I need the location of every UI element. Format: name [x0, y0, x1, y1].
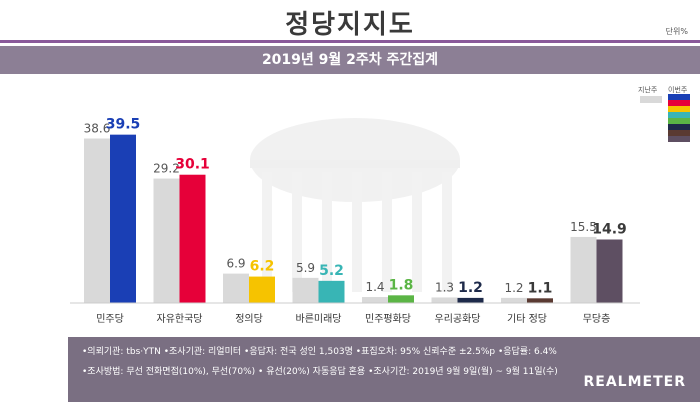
data-label-prev: 38.6 [84, 121, 111, 135]
data-label-prev: 6.9 [226, 257, 245, 271]
category-label: 우리공화당 [435, 313, 481, 325]
legend-prev-label: 지난주 [638, 86, 658, 94]
legend-cur-swatch [668, 118, 690, 124]
data-label-cur: 30.1 [175, 157, 210, 173]
bar-prev [292, 277, 319, 303]
data-label-prev: 5.9 [296, 261, 315, 275]
legend-prev-swatch [640, 96, 662, 103]
legend-cur-swatch [668, 124, 690, 130]
survey-notes-line-2: •조사방법: 무선 전화면접(10%), 무선(70%) • 유선(20%) 자… [82, 367, 558, 377]
bar-prev [153, 178, 180, 303]
bar-prev [570, 236, 597, 303]
bar-cur [457, 297, 484, 303]
category-label: 무당층 [583, 313, 611, 325]
survey-notes-line-1: •의뢰기관: tbs·YTN •조사기관: 리얼미터 •응답자: 전국 성인 1… [82, 347, 557, 357]
category-label: 민주당 [96, 313, 124, 325]
data-label-prev: 15.5 [570, 220, 597, 234]
category-label: 민주평화당 [365, 313, 411, 325]
data-label-cur: 1.1 [528, 280, 553, 296]
data-label-prev: 1.4 [365, 280, 384, 294]
bar-cur [110, 134, 136, 303]
bar-cur [179, 174, 206, 303]
legend-cur-swatch [668, 94, 690, 100]
legend-cur-swatch [668, 136, 690, 142]
bar-cur [596, 239, 623, 303]
brand-logo: REALMETER [583, 374, 686, 390]
period-subtitle: 2019년 9월 2주차 주간집계 [0, 46, 700, 74]
bar-prev [223, 273, 249, 303]
bar-cur [249, 276, 275, 303]
legend-cur-swatch [668, 100, 690, 106]
category-label: 자유한국당 [157, 313, 203, 325]
bar-cur [388, 295, 414, 303]
category-label: 바른미래당 [296, 313, 342, 325]
category-label: 기타 정당 [507, 313, 547, 325]
bar-prev [362, 297, 388, 303]
data-label-prev: 1.2 [504, 281, 523, 295]
bar-prev [431, 297, 458, 303]
bar-prev [501, 297, 527, 303]
category-label: 정의당 [235, 313, 263, 325]
data-label-prev: 1.3 [435, 280, 454, 294]
data-label-cur: 39.5 [106, 117, 141, 133]
title-divider [0, 40, 700, 43]
page-title: 정당지지도 [285, 10, 415, 40]
legend-cur-swatch [668, 106, 690, 112]
data-label-prev: 29.2 [153, 162, 180, 176]
legend-cur-swatch [668, 130, 690, 136]
data-label-cur: 1.2 [458, 280, 483, 296]
legend-cur-label: 이번주 [668, 86, 688, 94]
data-label-cur: 6.2 [250, 259, 275, 275]
data-label-cur: 5.2 [319, 263, 344, 279]
bar-prev [84, 138, 110, 303]
bar-cur [318, 280, 345, 303]
unit-label: 단위% [665, 27, 688, 36]
survey-notes: •의뢰기관: tbs·YTN •조사기관: 리얼미터 •응답자: 전국 성인 1… [68, 337, 700, 402]
data-label-cur: 14.9 [592, 221, 627, 237]
data-label-cur: 1.8 [389, 277, 414, 293]
bar-cur [527, 298, 553, 303]
legend-cur-swatch [668, 112, 690, 118]
